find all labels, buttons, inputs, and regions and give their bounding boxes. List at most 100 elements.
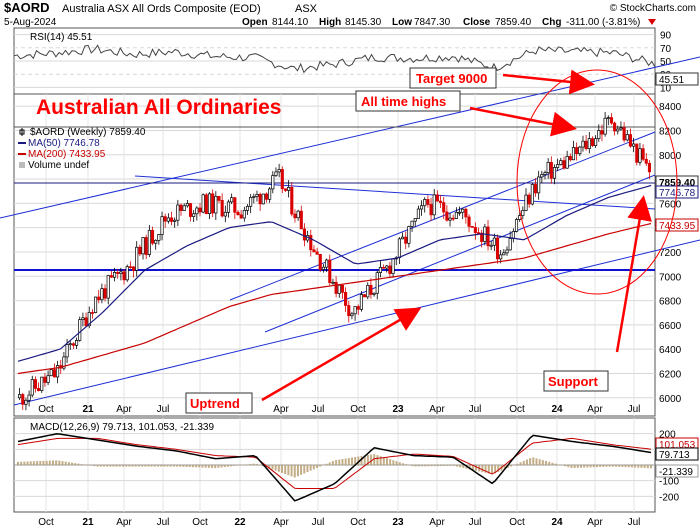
price-tick-label: 6000 [659,394,682,405]
macd-histogram-bar [557,464,560,465]
candle-body [568,156,572,161]
candle-body [236,211,240,216]
macd-histogram-bar [510,465,513,467]
macd-histogram-bar [274,465,277,471]
candle-body [24,399,28,405]
candle-body [435,194,439,202]
candle-body [378,266,382,274]
candle-body [359,294,363,310]
annotation-target: Target 9000 [416,71,487,86]
macd-histogram-bar [239,465,242,466]
macd-histogram-bar [96,465,99,467]
macd-histogram-bar [586,465,589,468]
price-tick-label: 7000 [659,272,682,283]
candle-body [609,117,614,124]
candle-body [182,205,186,211]
macd-histogram-bar [153,465,156,467]
macd-histogram-bar [519,462,522,465]
candle-body [606,117,610,119]
macd-xtick-label: Apr [116,517,132,528]
macd-histogram-bar [141,465,144,467]
candle-body [445,211,449,221]
candle-body [176,204,180,221]
macd-histogram-bar [32,461,35,465]
candle-body [344,291,348,306]
candle-body [62,356,66,369]
macd-histogram-bar [535,458,538,465]
macd-histogram-bar [42,460,45,465]
macd-histogram-bar [17,461,19,465]
macd-histogram-bar [296,465,299,477]
macd-histogram-bar [468,465,471,470]
candle-body [46,375,50,383]
candle-body [625,134,629,141]
macd-histogram-bar [347,458,350,465]
macd-histogram-bar [529,458,532,465]
candle-body [616,128,620,132]
candle-body [546,162,550,173]
candle-body [644,158,648,164]
macd-histogram-bar [350,457,353,465]
macd-histogram-bar [634,465,637,468]
candle-body [128,266,132,268]
candle-body [404,236,408,244]
candle-body [524,194,528,211]
candle-body [214,195,218,214]
candle-body [325,259,329,268]
price-xtick-label: Apr [587,404,603,415]
macd-histogram-bar [424,465,427,467]
macd-histogram-bar [112,465,115,467]
macd-histogram-bar [51,460,54,465]
macd-histogram-bar [615,465,618,467]
candle-body [56,365,60,378]
macd-histogram-bar [23,461,26,465]
candle-body [27,394,31,401]
candle-body [391,258,395,274]
candle-body [578,146,582,154]
open-label: Open [242,17,268,28]
macd-histogram-bar [573,465,576,469]
macd-histogram-bar [405,464,408,465]
macd-histogram-bar [583,465,586,468]
macd-histogram-bar [319,465,322,467]
candle-body [635,143,639,163]
candle-body [353,306,357,315]
macd-histogram-bar [90,465,93,466]
symbol-title: $AORD [4,0,50,15]
candle-body [638,148,642,163]
macd-histogram-bar [281,465,284,473]
macd-histogram-bar [354,457,357,465]
macd-histogram-bar [217,465,220,468]
candle-body [321,266,325,270]
candle-body [52,369,56,378]
macd-histogram-bar [169,465,172,467]
macd-histogram-bar [331,460,334,465]
macd-histogram-bar [379,456,382,465]
candle-body [385,265,389,269]
macd-histogram-bar [39,460,42,465]
candle-body [173,219,177,222]
macd-histogram-bar [376,455,379,465]
candle-body [492,237,496,246]
macd-line [17,433,652,502]
macd-histogram-bar [366,455,369,465]
candle-body [204,194,208,214]
candle-body [533,184,538,194]
macd-xtick-label: Apr [273,517,289,528]
candle-body [309,235,313,251]
macd-histogram-bar [160,465,163,467]
macd-histogram-bar [86,465,89,466]
candle-body [337,284,341,294]
candle-body [40,376,44,391]
candle-body [198,207,202,213]
candle-body [448,217,452,221]
candle-body [594,138,598,146]
candle-body [283,188,288,191]
candle-body [521,210,525,216]
macd-histogram-bar [284,465,287,475]
macd-histogram-bar [643,465,646,469]
macd-histogram-bar [650,465,652,469]
annotation-all-time-highs: All time highs [361,94,446,109]
candle-body [220,200,224,217]
candle-body [125,266,129,281]
